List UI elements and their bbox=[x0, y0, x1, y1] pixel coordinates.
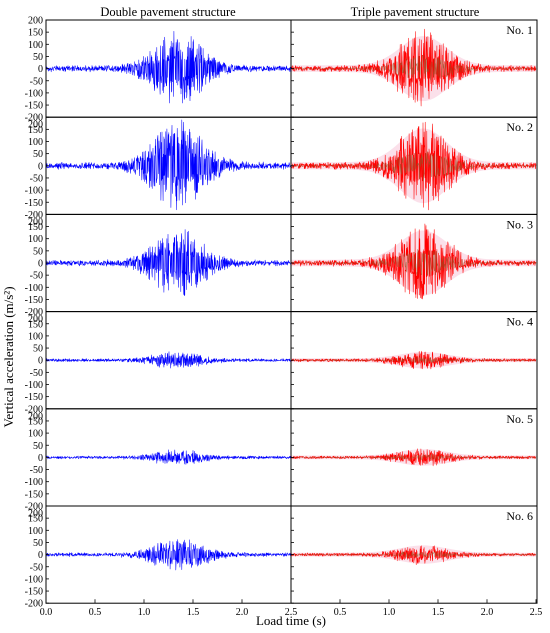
y-tick-label: -200 bbox=[25, 307, 43, 318]
y-tick-label: -50 bbox=[30, 173, 43, 184]
trace-3-double bbox=[45, 229, 292, 296]
y-tick-label: -150 bbox=[25, 101, 43, 112]
x-tick-label: 2.0 bbox=[236, 607, 249, 618]
y-tick-label: 150 bbox=[28, 222, 43, 233]
panel-label-3: No. 3 bbox=[506, 217, 533, 231]
y-axis-ticks: 200150100500-50-100-150-200150100500-50-… bbox=[25, 16, 294, 610]
y-tick-label: 200 bbox=[28, 16, 43, 27]
y-tick-label: -100 bbox=[25, 380, 43, 391]
trace-6-triple-secondary bbox=[291, 551, 537, 559]
trace-4-triple-secondary bbox=[290, 356, 537, 365]
y-tick-label: 150 bbox=[28, 125, 43, 136]
y-tick-label: 0 bbox=[38, 64, 43, 75]
panel-labels: No. 1 No. 2 No. 3 No. 4 No. 5 No. 6 bbox=[506, 23, 533, 523]
y-tick-label: -200 bbox=[25, 404, 43, 415]
x-axis-label: Load time (s) bbox=[256, 613, 326, 628]
y-tick-label: 150 bbox=[28, 28, 43, 39]
column-title-triple: Triple pavement structure bbox=[351, 5, 480, 19]
y-tick-label: -150 bbox=[25, 392, 43, 403]
y-tick-label: 200 bbox=[28, 411, 43, 422]
y-tick-label: 150 bbox=[28, 514, 43, 525]
y-tick-label: 50 bbox=[33, 246, 43, 257]
y-tick-label: 50 bbox=[33, 344, 43, 355]
y-tick-label: 100 bbox=[28, 40, 43, 51]
y-tick-label: 100 bbox=[28, 234, 43, 245]
y-tick-label: 0 bbox=[38, 259, 43, 270]
panel-label-4: No. 4 bbox=[506, 315, 533, 329]
trace-5-triple-secondary bbox=[290, 454, 536, 461]
panel-label-6: No. 6 bbox=[506, 509, 533, 523]
x-tick-label: 1.5 bbox=[187, 607, 200, 618]
y-tick-label: -50 bbox=[30, 76, 43, 87]
y-tick-label: -50 bbox=[30, 465, 43, 476]
y-tick-label: 200 bbox=[28, 509, 43, 520]
y-tick-label: -100 bbox=[25, 186, 43, 197]
y-axis-label: Vertical acceleration (m/s²) bbox=[1, 286, 16, 427]
y-tick-label: -50 bbox=[30, 368, 43, 379]
y-tick-label: -200 bbox=[25, 210, 43, 221]
y-tick-label: 200 bbox=[28, 314, 43, 325]
y-tick-label: -150 bbox=[25, 198, 43, 209]
y-tick-label: -100 bbox=[25, 88, 43, 99]
panel-label-5: No. 5 bbox=[506, 412, 533, 426]
y-tick-label: 0 bbox=[38, 453, 43, 464]
y-tick-label: -150 bbox=[25, 295, 43, 306]
y-tick-label: 50 bbox=[33, 538, 43, 549]
trace-1-double bbox=[45, 31, 292, 104]
y-tick-label: -200 bbox=[25, 599, 43, 610]
y-tick-label: 200 bbox=[28, 217, 43, 228]
x-axis-ticks: 0.0 0.5 1.0 1.5 2.0 2.5 0.5 1.0 1.5 2.0 2.5 bbox=[40, 599, 543, 618]
trace-2-triple bbox=[290, 121, 537, 211]
trace-1-triple-secondary bbox=[290, 54, 537, 80]
y-tick-label: -150 bbox=[25, 489, 43, 500]
y-tick-label: -200 bbox=[25, 502, 43, 513]
y-tick-label: -50 bbox=[30, 271, 43, 282]
y-tick-label: 50 bbox=[33, 441, 43, 452]
trace-6-double bbox=[45, 539, 292, 571]
y-tick-label: -100 bbox=[25, 477, 43, 488]
y-tick-label: 100 bbox=[28, 429, 43, 440]
y-tick-label: -150 bbox=[25, 587, 43, 598]
x-tick-label: 0.5 bbox=[334, 607, 347, 618]
y-tick-label: 50 bbox=[33, 52, 43, 63]
y-tick-label: 200 bbox=[28, 120, 43, 131]
x-tick-label: 2.5 bbox=[285, 607, 298, 618]
panel-label-1: No. 1 bbox=[506, 23, 533, 37]
y-tick-label: 100 bbox=[28, 331, 43, 342]
y-tick-label: 50 bbox=[33, 149, 43, 160]
trace-6-triple bbox=[290, 545, 537, 565]
trace-2-triple-secondary bbox=[290, 151, 537, 182]
trace-4-double bbox=[45, 351, 292, 369]
column-title-double: Double pavement structure bbox=[100, 5, 236, 19]
y-tick-label: 150 bbox=[28, 416, 43, 427]
y-tick-label: -50 bbox=[30, 562, 43, 573]
y-tick-label: 150 bbox=[28, 319, 43, 330]
y-tick-label: 0 bbox=[38, 356, 43, 367]
trace-5-double bbox=[45, 449, 292, 465]
y-tick-label: -100 bbox=[25, 283, 43, 294]
y-tick-label: 0 bbox=[38, 161, 43, 172]
trace-3-triple-secondary bbox=[290, 249, 537, 276]
y-tick-label: 0 bbox=[38, 550, 43, 561]
x-tick-label: 2.5 bbox=[530, 607, 543, 618]
x-tick-label: 1.0 bbox=[383, 607, 396, 618]
trace-2-double bbox=[45, 119, 292, 211]
signal-traces bbox=[45, 28, 537, 571]
y-tick-label: 100 bbox=[28, 137, 43, 148]
x-tick-label: 0.5 bbox=[89, 607, 102, 618]
x-tick-label: 1.0 bbox=[138, 607, 151, 618]
x-tick-label: 0.0 bbox=[40, 607, 53, 618]
y-tick-label: -100 bbox=[25, 574, 43, 585]
trace-1-triple bbox=[290, 28, 537, 107]
panel-label-2: No. 2 bbox=[506, 120, 533, 134]
x-tick-label: 2.0 bbox=[481, 607, 494, 618]
y-tick-label: -200 bbox=[25, 113, 43, 124]
trace-3-triple bbox=[290, 223, 537, 300]
y-tick-label: 100 bbox=[28, 526, 43, 537]
x-tick-label: 1.5 bbox=[432, 607, 445, 618]
